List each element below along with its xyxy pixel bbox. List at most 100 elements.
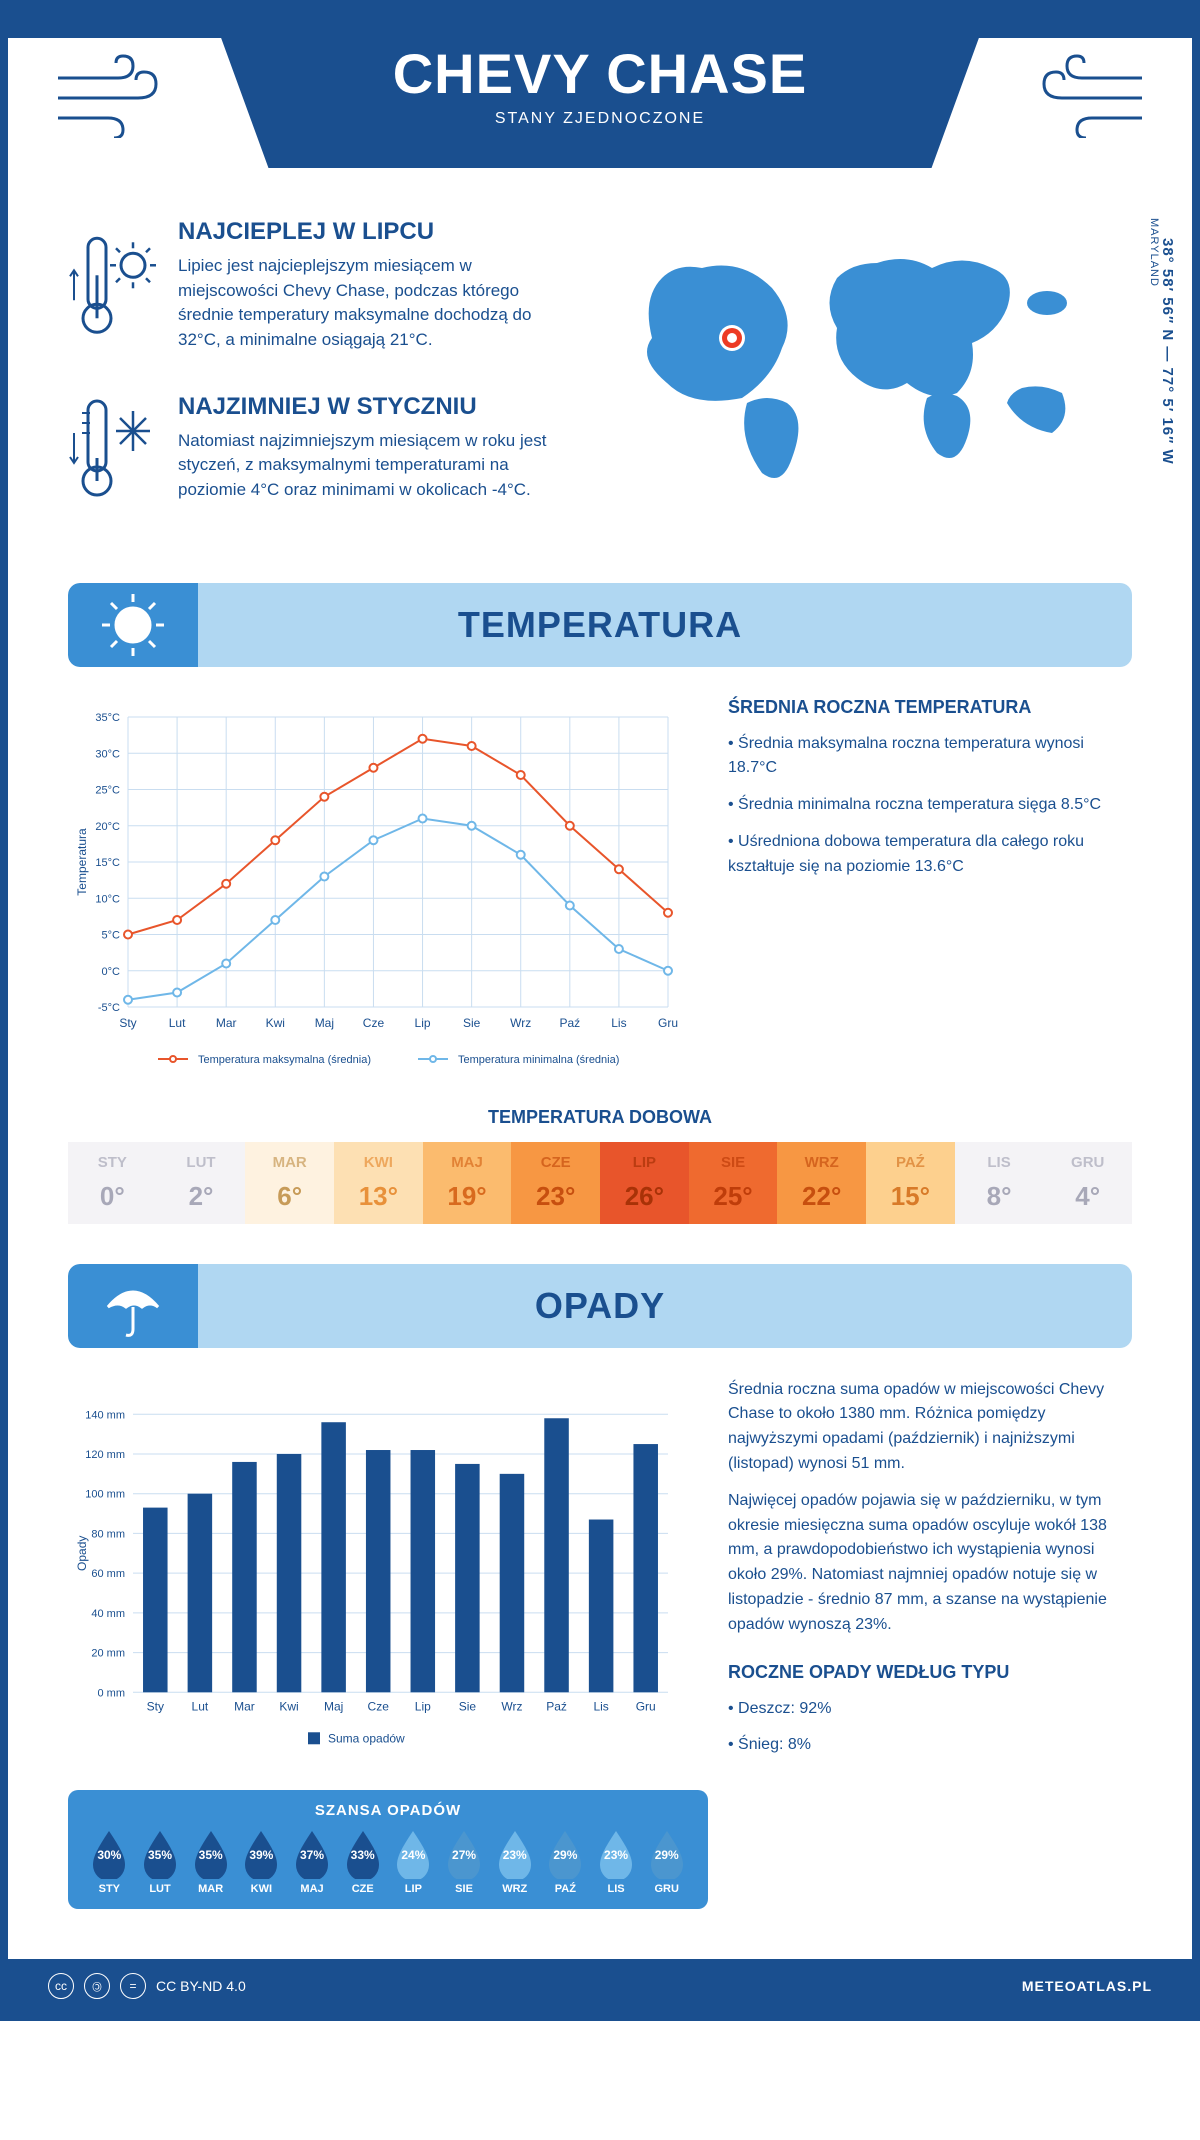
svg-text:Mar: Mar	[216, 1016, 237, 1030]
cc-icon: cc	[48, 1973, 74, 1999]
svg-text:5°C: 5°C	[102, 929, 121, 941]
chance-drop: 39%KWI	[236, 1827, 287, 1895]
chance-drop: 27%SIE	[439, 1827, 490, 1895]
svg-text:Opady: Opady	[75, 1535, 89, 1570]
daily-temp-cell: LUT2°	[157, 1142, 246, 1224]
daily-temp-cell: SIE25°	[689, 1142, 778, 1224]
precip-p2: Najwięcej opadów pojawia się w październ…	[728, 1489, 1132, 1638]
license-text: CC BY-ND 4.0	[156, 1978, 246, 1994]
coldest-block: NAJZIMNIEJ W STYCZNIU Natomiast najzimni…	[68, 393, 572, 503]
chance-drop: 29%GRU	[641, 1827, 692, 1895]
hottest-title: NAJCIEPLEJ W LIPCU	[178, 218, 572, 246]
svg-text:60 mm: 60 mm	[91, 1568, 125, 1580]
daily-temp-title: TEMPERATURA DOBOWA	[68, 1107, 1132, 1128]
daily-temp-cell: KWI13°	[334, 1142, 423, 1224]
svg-text:Lip: Lip	[415, 1016, 431, 1030]
chance-drop: 35%MAR	[185, 1827, 236, 1895]
svg-text:120 mm: 120 mm	[85, 1449, 125, 1461]
svg-text:Wrz: Wrz	[501, 1699, 522, 1713]
svg-text:Sie: Sie	[459, 1699, 477, 1713]
license-block: cc 🄯 = CC BY-ND 4.0	[48, 1973, 246, 1999]
precip-type-title: ROCZNE OPADY WEDŁUG TYPU	[728, 1662, 1132, 1683]
svg-text:40 mm: 40 mm	[91, 1607, 125, 1619]
svg-text:20 mm: 20 mm	[91, 1647, 125, 1659]
svg-text:Maj: Maj	[324, 1699, 343, 1713]
hottest-text: Lipiec jest najcieplejszym miesiącem w m…	[178, 254, 572, 353]
daily-temp-cell: CZE23°	[511, 1142, 600, 1224]
svg-text:Paź: Paź	[546, 1699, 567, 1713]
daily-temp-cell: MAR6°	[245, 1142, 334, 1224]
chance-title: SZANSA OPADÓW	[84, 1802, 692, 1819]
daily-temp-cell: WRZ22°	[777, 1142, 866, 1224]
svg-text:25°C: 25°C	[95, 784, 120, 796]
chance-drop: 23%LIS	[591, 1827, 642, 1895]
thermometer-hot-icon	[68, 218, 158, 353]
chance-drop: 29%PAŹ	[540, 1827, 591, 1895]
precip-section-header: OPADY	[68, 1264, 1132, 1348]
daily-temp-cell: GRU4°	[1043, 1142, 1132, 1224]
temp-side-b1: • Średnia maksymalna roczna temperatura …	[728, 732, 1132, 782]
daily-temp-cell: STY0°	[68, 1142, 157, 1224]
svg-text:Kwi: Kwi	[266, 1016, 285, 1030]
svg-text:15°C: 15°C	[95, 857, 120, 869]
temperature-section-header: TEMPERATURA	[68, 583, 1132, 667]
chance-drop: 30%STY	[84, 1827, 135, 1895]
svg-text:0 mm: 0 mm	[98, 1687, 126, 1699]
nd-icon: =	[120, 1973, 146, 1999]
svg-text:10°C: 10°C	[95, 893, 120, 905]
precip-section-title: OPADY	[535, 1285, 665, 1327]
svg-text:0°C: 0°C	[102, 965, 121, 977]
svg-text:100 mm: 100 mm	[85, 1488, 125, 1500]
svg-text:Sty: Sty	[147, 1699, 164, 1713]
world-map	[612, 218, 1092, 498]
coordinates: 38° 58′ 56″ N — 77° 5′ 16″ W	[1159, 238, 1176, 465]
svg-text:Lut: Lut	[192, 1699, 209, 1713]
svg-text:20°C: 20°C	[95, 820, 120, 832]
page-header: CHEVY CHASE STANY ZJEDNOCZONE	[8, 8, 1192, 168]
daily-temp-cell: LIS8°	[955, 1142, 1044, 1224]
chance-drop: 24%LIP	[388, 1827, 439, 1895]
svg-text:Maj: Maj	[315, 1016, 334, 1030]
svg-text:Paź: Paź	[559, 1016, 580, 1030]
daily-temp-cell: PAŹ15°	[866, 1142, 955, 1224]
svg-text:80 mm: 80 mm	[91, 1528, 125, 1540]
page-footer: cc 🄯 = CC BY-ND 4.0 METEOATLAS.PL	[8, 1959, 1192, 2013]
chance-drop: 37%MAJ	[287, 1827, 338, 1895]
svg-text:Gru: Gru	[658, 1016, 678, 1030]
svg-text:Sty: Sty	[119, 1016, 136, 1030]
daily-temp-cell: LIP26°	[600, 1142, 689, 1224]
chance-drop: 35%LUT	[135, 1827, 186, 1895]
svg-text:Wrz: Wrz	[510, 1016, 531, 1030]
thermometer-cold-icon	[68, 393, 158, 503]
svg-text:Temperatura: Temperatura	[75, 828, 89, 896]
svg-text:35°C: 35°C	[95, 712, 120, 724]
svg-text:140 mm: 140 mm	[85, 1409, 125, 1421]
svg-text:Mar: Mar	[234, 1699, 255, 1713]
wind-icon	[48, 48, 168, 138]
svg-text:Sie: Sie	[463, 1016, 481, 1030]
wind-icon	[1032, 48, 1152, 138]
temp-side-title: ŚREDNIA ROCZNA TEMPERATURA	[728, 697, 1132, 718]
precipitation-bar-chart: 0 mm 20 mm 40 mm 60 mm 80 mm 100 mm 120 mm 140 …	[68, 1378, 688, 1771]
precip-type-2: • Śnieg: 8%	[728, 1733, 1132, 1758]
hottest-block: NAJCIEPLEJ W LIPCU Lipiec jest najcieple…	[68, 218, 572, 353]
by-icon: 🄯	[84, 1973, 110, 1999]
svg-text:Lis: Lis	[611, 1016, 626, 1030]
temperature-line-chart: -5°C0°C5°C10°C15°C20°C25°C30°C35°CStyLut…	[68, 697, 688, 1077]
svg-text:Cze: Cze	[363, 1016, 385, 1030]
precip-chance-panel: SZANSA OPADÓW 30%STY35%LUT35%MAR39%KWI37…	[68, 1790, 708, 1909]
umbrella-icon	[98, 1271, 168, 1341]
coldest-text: Natomiast najzimniejszym miesiącem w rok…	[178, 429, 572, 503]
coldest-title: NAJZIMNIEJ W STYCZNIU	[178, 393, 572, 421]
svg-text:Suma opadów: Suma opadów	[328, 1731, 405, 1745]
chance-drop: 33%CZE	[337, 1827, 388, 1895]
svg-text:Lis: Lis	[593, 1699, 608, 1713]
page-title: CHEVY CHASE	[393, 41, 808, 106]
precip-p1: Średnia roczna suma opadów w miejscowośc…	[728, 1378, 1132, 1477]
svg-text:Gru: Gru	[636, 1699, 656, 1713]
svg-text:Temperatura minimalna (średnia: Temperatura minimalna (średnia)	[458, 1054, 619, 1066]
precip-type-1: • Deszcz: 92%	[728, 1697, 1132, 1722]
daily-temp-cell: MAJ19°	[423, 1142, 512, 1224]
temp-side-b2: • Średnia minimalna roczna temperatura s…	[728, 793, 1132, 818]
svg-text:Lut: Lut	[169, 1016, 186, 1030]
